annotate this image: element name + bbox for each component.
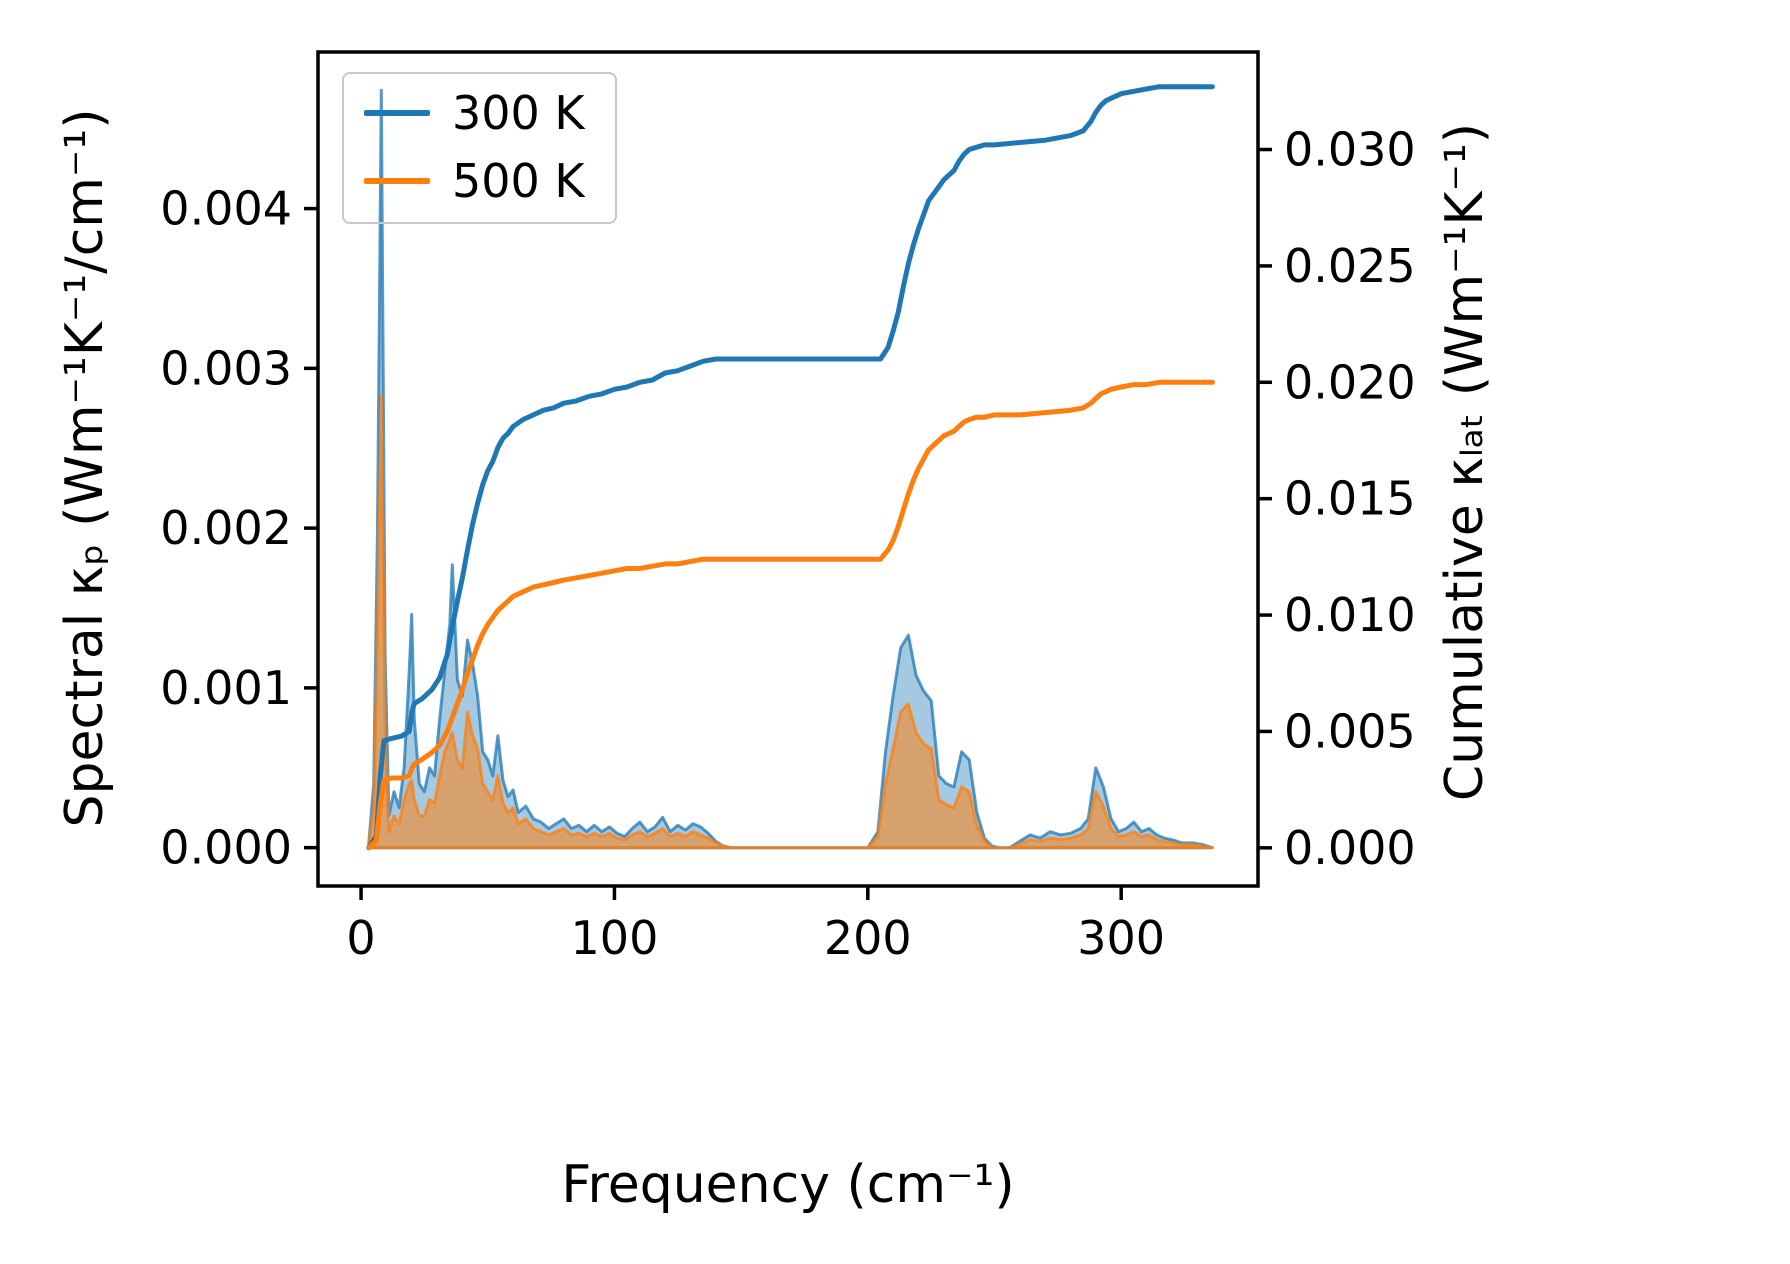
legend-line-swatch (364, 178, 430, 184)
series-layer (366, 84, 1215, 851)
right-tick-label: 0.025 (1284, 239, 1416, 293)
plot-border (316, 50, 1260, 888)
left-tick-label: 0.003 (160, 341, 292, 395)
right-tick-label: 0.020 (1284, 355, 1416, 409)
x-tick-label: 200 (824, 911, 912, 965)
spectral-500K-area (367, 394, 1214, 850)
legend-label: 500 K (452, 154, 585, 208)
right-tick-label: 0.010 (1284, 588, 1416, 642)
legend: 300 K 500 K (342, 72, 617, 224)
legend-line-swatch (364, 110, 430, 116)
x-tick-label: 300 (1077, 911, 1165, 965)
legend-entry: 300 K (364, 90, 585, 136)
x-tick-label: 0 (346, 911, 375, 965)
right-axis-label: Cumulative κₗₐₜ (Wm⁻¹K⁻¹) (1435, 122, 1495, 802)
x-axis-label: Frequency (cm⁻¹) (561, 1155, 1015, 1215)
left-tick-label: 0.002 (160, 501, 292, 555)
right-tick-label: 0.030 (1284, 123, 1416, 177)
left-axis-label: Spectral κₚ (Wm⁻¹K⁻¹/cm⁻¹) (55, 108, 115, 828)
left-tick-label: 0.000 (160, 821, 292, 875)
cumulative-500K-line (366, 379, 1215, 851)
cumulative-300K-line (366, 84, 1215, 851)
legend-label: 300 K (452, 86, 585, 140)
left-tick-label: 0.004 (160, 182, 292, 236)
right-tick-label: 0.005 (1284, 704, 1416, 758)
right-tick-label: 0.015 (1284, 472, 1416, 526)
x-tick-label: 100 (571, 911, 659, 965)
right-tick-label: 0.000 (1284, 821, 1416, 875)
legend-entry: 500 K (364, 158, 585, 204)
left-tick-label: 0.001 (160, 661, 292, 715)
